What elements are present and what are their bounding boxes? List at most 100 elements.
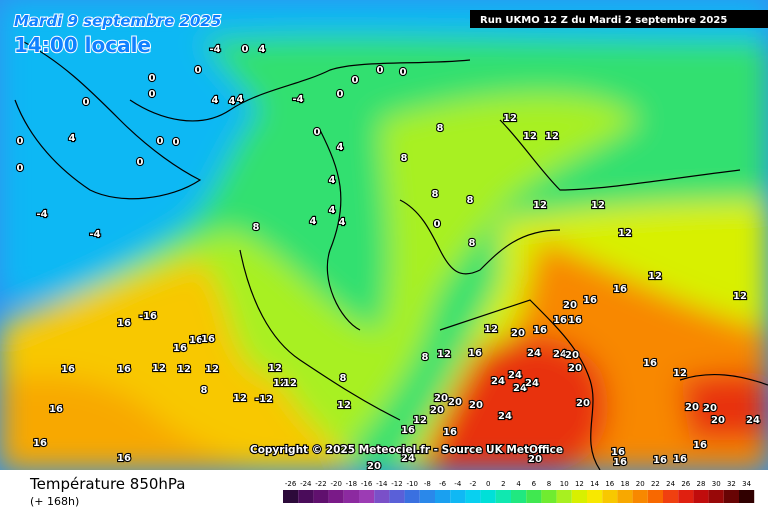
isotherm-label: 12 [413, 415, 427, 426]
isotherm-label: 24 [491, 376, 505, 387]
isotherm-label: 24 [527, 348, 541, 359]
isotherm-label: 12 [437, 349, 451, 360]
isotherm-label: 20 [565, 350, 579, 361]
colorbar-tick-label: -6 [439, 480, 447, 488]
isotherm-label: 20 [563, 300, 577, 311]
isotherm-label: 16 [173, 343, 187, 354]
isotherm-label: 20 [469, 400, 483, 411]
isotherm-label: 12 [233, 393, 247, 404]
isotherm-label: 4 [237, 94, 244, 105]
colorbar-tick-label: 18 [621, 480, 630, 488]
isotherm-label: 4 [69, 133, 76, 144]
isotherm-label: 0 [195, 65, 202, 76]
colorbar-swatch [723, 490, 739, 503]
colorbar-tick-label: -10 [406, 480, 417, 488]
isotherm-label: 16 [201, 334, 215, 345]
colorbar-swatch [708, 490, 724, 503]
isotherm-label: 4 [212, 95, 219, 106]
colorbar-tick-label: 16 [605, 480, 614, 488]
isotherm-label: 12 [618, 228, 632, 239]
colorbar-tick-label: -18 [346, 480, 357, 488]
isotherm-label: 12 [648, 271, 662, 282]
colorbar-tick-label: -22 [315, 480, 326, 488]
colorbar-tick-label: -12 [391, 480, 402, 488]
isotherm-label: 0 [337, 89, 344, 100]
colorbar-swatch [328, 490, 344, 503]
colorbar-swatch [283, 490, 299, 503]
colorbar-swatch [602, 490, 618, 503]
isotherm-label: 16 [49, 404, 63, 415]
isotherm-label: 20 [703, 403, 717, 414]
colorbar-swatch [739, 490, 755, 503]
colorbar-swatch [587, 490, 603, 503]
colorbar-swatch [480, 490, 496, 503]
isotherm-label: 20 [528, 454, 542, 465]
isotherm-label: 8 [340, 373, 347, 384]
isotherm-label: 20 [711, 415, 725, 426]
isotherm-label: 12 [337, 400, 351, 411]
isotherm-label: -4 [292, 94, 303, 105]
colorbar-swatch [359, 490, 375, 503]
colorbar-swatch [389, 490, 405, 503]
isotherm-label: 0 [137, 157, 144, 168]
isotherm-label: 16 [643, 358, 657, 369]
isotherm-label: 16 [568, 315, 582, 326]
colorbar-swatch [298, 490, 314, 503]
isotherm-label: 16 [33, 438, 47, 449]
isotherm-label: 0 [434, 219, 441, 230]
isotherm-label: 8 [437, 123, 444, 134]
isotherm-label: -12 [255, 394, 273, 405]
colorbar-tick-label: -26 [285, 480, 297, 488]
valid-date: Mardi 9 septembre 2025 [14, 12, 221, 30]
isotherm-label: 20 [434, 393, 448, 404]
colorbar-swatch [571, 490, 587, 503]
footer-title: Température 850hPa [29, 475, 186, 493]
isotherm-label: 0 [17, 136, 24, 147]
colorbar-tick-label: -8 [424, 480, 431, 488]
isotherm-label: 0 [83, 97, 90, 108]
colorbar-tick-label: 8 [547, 480, 551, 488]
isotherm-label: 24 [498, 411, 512, 422]
colorbar-tick-label: -20 [330, 480, 341, 488]
isotherm-label: 0 [173, 137, 180, 148]
coastlines [14, 39, 768, 470]
isotherm-label: 0 [149, 73, 156, 84]
colorbar-swatch [541, 490, 557, 503]
isotherm-label: 24 [401, 453, 415, 464]
isotherm-label: 16 [443, 427, 457, 438]
colorbar-tick-label: 30 [712, 480, 721, 488]
colorbar-swatch [419, 490, 435, 503]
isotherm-label: 16 [468, 348, 482, 359]
colorbar-tick-label: 14 [590, 480, 599, 488]
isotherm-label: 12 [205, 364, 219, 375]
isotherm-label: 16 [117, 318, 131, 329]
isotherm-label: 16 [673, 454, 687, 465]
isotherm-label: 12 [283, 378, 297, 389]
colorbar-swatch [511, 490, 527, 503]
isotherm-label: 20 [430, 405, 444, 416]
isotherm-label: 16 [613, 457, 627, 468]
isotherm-label: 12 [523, 131, 537, 142]
isotherm-label: -4 [209, 44, 220, 55]
colorbar-tick-label: -4 [454, 480, 462, 488]
isotherm-label: 8 [469, 238, 476, 249]
colorbar-tick-label: 10 [560, 480, 569, 488]
isotherm-label: 4 [310, 216, 317, 227]
colorbar-swatch [617, 490, 633, 503]
colorbar-swatch [647, 490, 663, 503]
isotherm-label: 8 [422, 352, 429, 363]
isotherm-label: 16 [553, 315, 567, 326]
isotherm-label: -16 [139, 311, 157, 322]
colorbar-swatch [556, 490, 572, 503]
colorbar-swatch [435, 490, 451, 503]
isotherm-label: 8 [467, 195, 474, 206]
isotherm-label: 24 [525, 378, 539, 389]
isotherm-label: 24 [553, 349, 567, 360]
isotherm-label: 4 [337, 142, 344, 153]
colorbar-tick-label: 26 [681, 480, 690, 488]
isotherm-label: 8 [401, 153, 408, 164]
colorbar-swatch [678, 490, 694, 503]
run-info: Run UKMO 12 Z du Mardi 2 septembre 2025 [480, 15, 727, 26]
colorbar-swatch [343, 490, 359, 503]
